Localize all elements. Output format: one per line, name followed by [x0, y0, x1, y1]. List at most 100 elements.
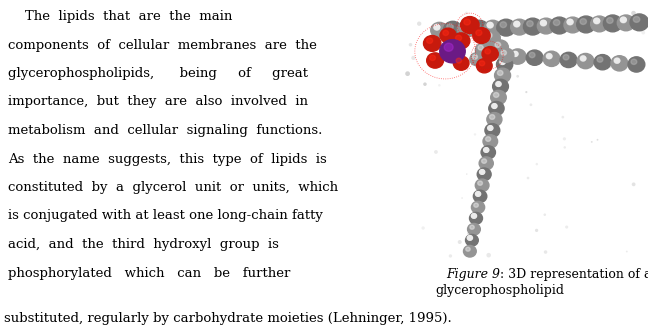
Circle shape — [483, 30, 500, 46]
Point — [513, 74, 523, 79]
Text: acid,  and  the  third  hydroxyl  group  is: acid, and the third hydroxyl group is — [8, 238, 279, 251]
Circle shape — [564, 17, 581, 33]
Circle shape — [577, 16, 596, 33]
Circle shape — [463, 245, 476, 257]
Point — [402, 71, 413, 76]
Circle shape — [630, 14, 648, 31]
Point — [531, 228, 542, 233]
Point — [461, 171, 472, 177]
Circle shape — [452, 33, 470, 49]
Point — [605, 64, 616, 69]
Point — [619, 55, 630, 61]
Circle shape — [492, 104, 497, 109]
Point — [457, 195, 467, 201]
Circle shape — [509, 49, 526, 64]
Circle shape — [434, 25, 440, 30]
Circle shape — [614, 58, 619, 63]
Circle shape — [497, 19, 515, 36]
Circle shape — [543, 51, 560, 67]
Point — [540, 249, 551, 255]
Circle shape — [581, 56, 586, 61]
Circle shape — [500, 60, 505, 65]
Point — [418, 225, 428, 231]
Circle shape — [614, 58, 620, 63]
Circle shape — [494, 68, 511, 83]
Circle shape — [620, 17, 627, 23]
Circle shape — [424, 36, 441, 51]
Circle shape — [480, 169, 485, 174]
Circle shape — [496, 57, 513, 72]
Circle shape — [580, 56, 586, 61]
Circle shape — [489, 102, 504, 115]
Circle shape — [481, 146, 496, 159]
Circle shape — [470, 20, 489, 37]
Circle shape — [488, 126, 493, 131]
Text: The  lipids  that  are  the  main: The lipids that are the main — [8, 10, 233, 23]
Point — [472, 59, 483, 64]
Point — [420, 82, 430, 87]
Point — [521, 89, 531, 95]
Circle shape — [474, 190, 487, 202]
Point — [531, 162, 542, 167]
Circle shape — [476, 192, 480, 196]
Circle shape — [476, 59, 492, 73]
Circle shape — [461, 23, 467, 29]
Circle shape — [461, 24, 467, 29]
Circle shape — [560, 52, 577, 68]
Circle shape — [476, 191, 481, 196]
Circle shape — [483, 148, 489, 153]
Circle shape — [443, 21, 462, 38]
Point — [526, 102, 536, 108]
Circle shape — [483, 135, 498, 148]
Circle shape — [487, 113, 502, 126]
Circle shape — [547, 54, 552, 59]
Circle shape — [434, 24, 440, 30]
Circle shape — [456, 58, 461, 63]
Circle shape — [546, 54, 552, 59]
Point — [629, 10, 639, 16]
Point — [592, 137, 603, 143]
Circle shape — [487, 126, 492, 131]
Circle shape — [479, 157, 493, 170]
Circle shape — [483, 148, 489, 153]
Circle shape — [603, 15, 622, 32]
Text: constituted  by  a  glycerol  unit  or  units,  which: constituted by a glycerol unit or units,… — [8, 181, 338, 194]
Point — [445, 52, 456, 57]
Circle shape — [594, 55, 611, 70]
Point — [434, 83, 445, 88]
Circle shape — [454, 56, 469, 70]
Circle shape — [495, 42, 501, 47]
Circle shape — [440, 40, 465, 63]
Circle shape — [470, 53, 484, 66]
Point — [523, 175, 533, 181]
Circle shape — [500, 59, 505, 65]
Circle shape — [493, 93, 499, 98]
Circle shape — [446, 24, 453, 30]
Circle shape — [527, 21, 533, 27]
Circle shape — [501, 50, 507, 55]
Circle shape — [513, 52, 518, 56]
Text: : 3D representation of a: : 3D representation of a — [500, 268, 648, 281]
Circle shape — [491, 104, 497, 109]
Point — [431, 149, 441, 155]
Circle shape — [537, 18, 555, 34]
Point — [461, 10, 472, 16]
Circle shape — [480, 170, 485, 174]
Circle shape — [431, 22, 448, 38]
Circle shape — [611, 56, 628, 71]
Circle shape — [563, 55, 569, 60]
Point — [621, 249, 632, 254]
Text: metabolism  and  cellular  signaling  functions.: metabolism and cellular signaling functi… — [8, 124, 322, 137]
Point — [638, 30, 648, 35]
Circle shape — [550, 17, 569, 34]
Text: glycerophospholipids,      being     of     great: glycerophospholipids, being of great — [8, 67, 308, 80]
Circle shape — [633, 16, 640, 22]
Text: As  the  name  suggests,  this  type  of  lipids  is: As the name suggests, this type of lipid… — [8, 153, 327, 166]
Point — [586, 139, 597, 145]
Circle shape — [526, 50, 543, 65]
Circle shape — [594, 18, 599, 23]
Circle shape — [470, 225, 474, 229]
Circle shape — [514, 22, 520, 27]
Circle shape — [464, 19, 470, 25]
Circle shape — [475, 179, 489, 191]
